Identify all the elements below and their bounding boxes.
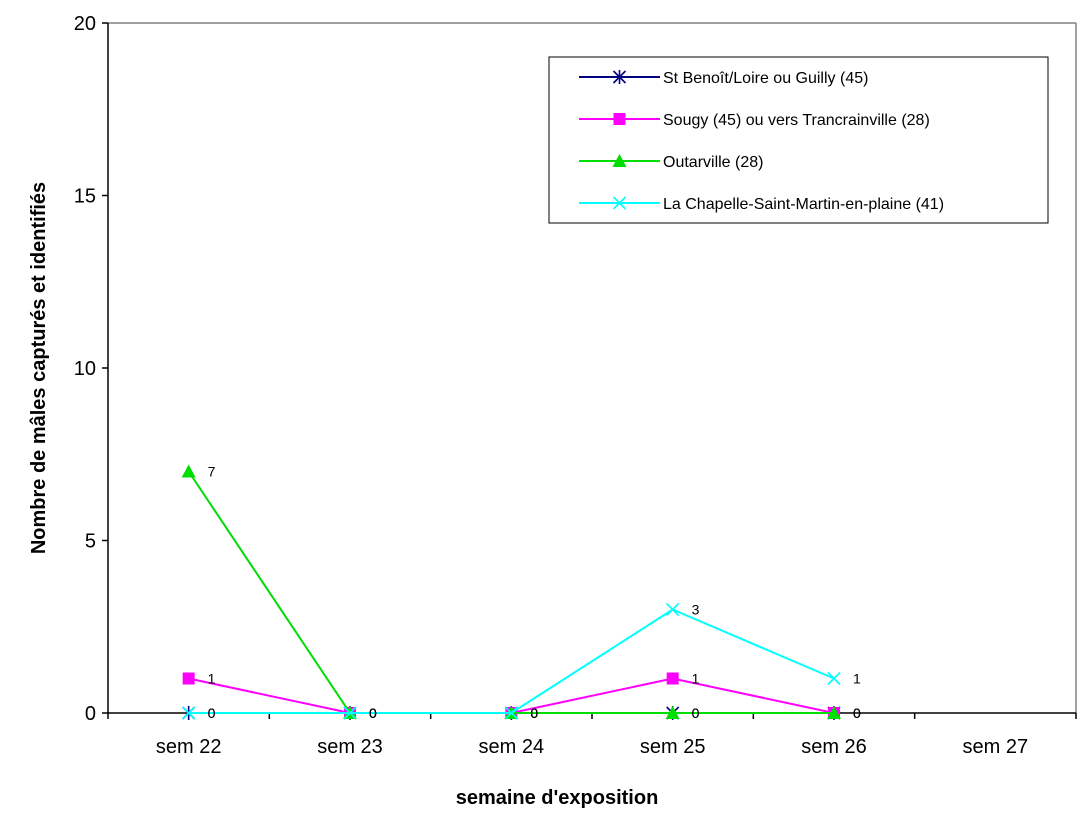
data-point xyxy=(827,706,841,719)
data-point xyxy=(827,671,841,686)
data-label: 0 xyxy=(853,705,861,721)
data-label: 0 xyxy=(369,705,377,721)
x-tick-label: sem 24 xyxy=(479,736,545,758)
legend-marker xyxy=(612,154,627,167)
data-label: 1 xyxy=(692,671,700,687)
data-label: 0 xyxy=(530,705,538,721)
legend-marker xyxy=(612,70,627,84)
data-label: 3 xyxy=(692,602,700,618)
y-tick-label: 15 xyxy=(74,186,96,208)
legend-item: La Chapelle-Saint-Martin-en-plaine (41) xyxy=(579,196,944,213)
data-label: 0 xyxy=(369,705,377,721)
data-label: 0 xyxy=(692,705,700,721)
data-label: 0 xyxy=(369,705,377,721)
y-tick-label: 20 xyxy=(74,13,96,35)
data-label: 0 xyxy=(530,705,538,721)
series-line xyxy=(188,608,835,714)
data-label: 0 xyxy=(692,705,700,721)
x-tick-label: sem 22 xyxy=(156,736,222,758)
data-label: 0 xyxy=(530,705,538,721)
x-tick-label: sem 27 xyxy=(963,736,1029,758)
data-label: 0 xyxy=(530,705,538,721)
legend-marker xyxy=(613,113,626,125)
legend: St Benoît/Loire ou Guilly (45) Sougy (45)… xyxy=(548,56,1049,224)
legend-label: Outarville (28) xyxy=(663,154,763,171)
legend-label: Sougy (45) ou vers Trancrainville (28) xyxy=(663,112,930,129)
data-label: 0 xyxy=(853,705,861,721)
data-label: 0 xyxy=(369,705,377,721)
data-label: 1 xyxy=(853,671,861,687)
legend-label: La Chapelle-Saint-Martin-en-plaine (41) xyxy=(663,196,944,213)
data-point xyxy=(343,706,357,720)
x-tick-label: sem 23 xyxy=(317,736,383,758)
data-point xyxy=(182,672,195,685)
y-axis-title: Nombre de mâles capturés et identifiés xyxy=(28,182,50,554)
y-tick-label: 10 xyxy=(74,358,96,380)
y-tick-label: 0 xyxy=(85,703,96,725)
legend-box xyxy=(548,56,1049,224)
series-4 xyxy=(182,602,841,720)
data-point xyxy=(666,672,679,685)
x-axis-title: semaine d'exposition xyxy=(456,787,659,809)
legend-item: Sougy (45) ou vers Trancrainville (28) xyxy=(579,112,930,129)
data-point xyxy=(665,706,680,719)
legend-label: St Benoît/Loire ou Guilly (45) xyxy=(663,70,868,87)
data-point xyxy=(182,706,196,720)
data-point xyxy=(504,706,518,720)
x-tick-label: sem 26 xyxy=(801,736,867,758)
legend-item: St Benoît/Loire ou Guilly (45) xyxy=(579,70,868,87)
series-line xyxy=(187,470,834,714)
data-label: 0 xyxy=(853,705,861,721)
legend-marker xyxy=(612,196,627,210)
data-point xyxy=(666,602,680,617)
data-label: 0 xyxy=(208,705,216,721)
series-layer xyxy=(181,464,841,720)
data-label: 0 xyxy=(208,705,216,721)
x-tick-label: sem 25 xyxy=(640,736,706,758)
y-tick-label: 5 xyxy=(85,531,96,553)
legend-item: Outarville (28) xyxy=(579,154,763,171)
data-label: 1 xyxy=(208,671,216,687)
series-3 xyxy=(181,464,841,719)
data-label: 7 xyxy=(208,464,216,480)
data-point xyxy=(181,464,196,478)
